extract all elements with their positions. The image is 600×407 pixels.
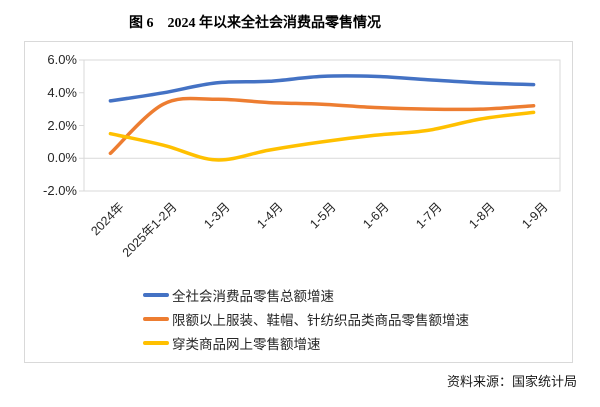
legend-item: 全社会消费品零售总额增速 <box>143 283 469 307</box>
y-tick-label: 0.0% <box>47 150 77 166</box>
y-tick-label: 6.0% <box>47 52 77 67</box>
legend-label: 穿类商品网上零售额增速 <box>172 337 321 352</box>
y-tick-label: -2.0% <box>43 183 77 198</box>
chart-canvas <box>79 59 561 192</box>
chart-frame: 6.0% 4.0% 2.0% 0.0% -2.0% 2024年 2025年1-2月 1-3月… <box>24 41 573 363</box>
series-line-0 <box>108 74 536 103</box>
legend-line-swatch <box>143 341 169 345</box>
legend-item: 穿类商品网上零售额增速 <box>143 331 469 355</box>
plot-border <box>83 59 561 192</box>
series-line-2 <box>108 110 536 162</box>
legend-label: 限额以上服装、鞋帽、针纺织品类商品零售额增速 <box>172 313 469 328</box>
legend-label: 全社会消费品零售总额增速 <box>172 289 334 304</box>
y-tick-label: 2.0% <box>47 117 77 133</box>
series-line-1 <box>108 96 536 156</box>
chart-title: 图 6 2024 年以来全社会消费品零售情况 <box>129 16 381 31</box>
source-note: 资料来源：国家统计局 <box>446 374 577 389</box>
y-tick-label: 4.0% <box>47 84 77 100</box>
legend-line-swatch <box>143 317 169 321</box>
legend: 全社会消费品零售总额增速限额以上服装、鞋帽、针纺织品类商品零售额增速 穿类商品网上… <box>143 283 469 355</box>
legend-item: 限额以上服装、鞋帽、针纺织品类商品零售额增速 <box>143 307 469 331</box>
legend-line-swatch <box>143 293 169 297</box>
